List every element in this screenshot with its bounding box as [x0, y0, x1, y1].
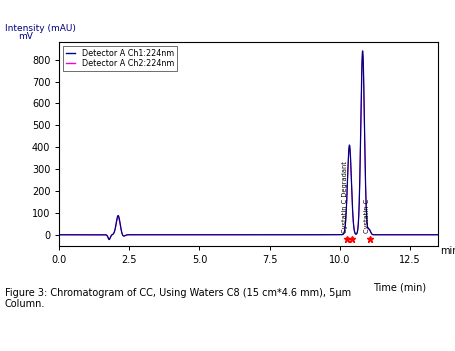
Text: Cystatin C Degradant: Cystatin C Degradant: [342, 161, 348, 233]
Text: Intensity (mAU): Intensity (mAU): [5, 24, 75, 33]
Text: min: min: [440, 246, 455, 256]
Text: mV: mV: [18, 32, 33, 41]
Text: Cystatin C: Cystatin C: [363, 199, 369, 233]
X-axis label: Time (min): Time (min): [373, 282, 425, 292]
Text: Figure 3: Chromatogram of CC, Using Waters C8 (15 cm*4.6 mm), 5μm
Column.: Figure 3: Chromatogram of CC, Using Wate…: [5, 288, 350, 310]
Legend: Detector A Ch1:224nm, Detector A Ch2:224nm: Detector A Ch1:224nm, Detector A Ch2:224…: [63, 46, 176, 71]
